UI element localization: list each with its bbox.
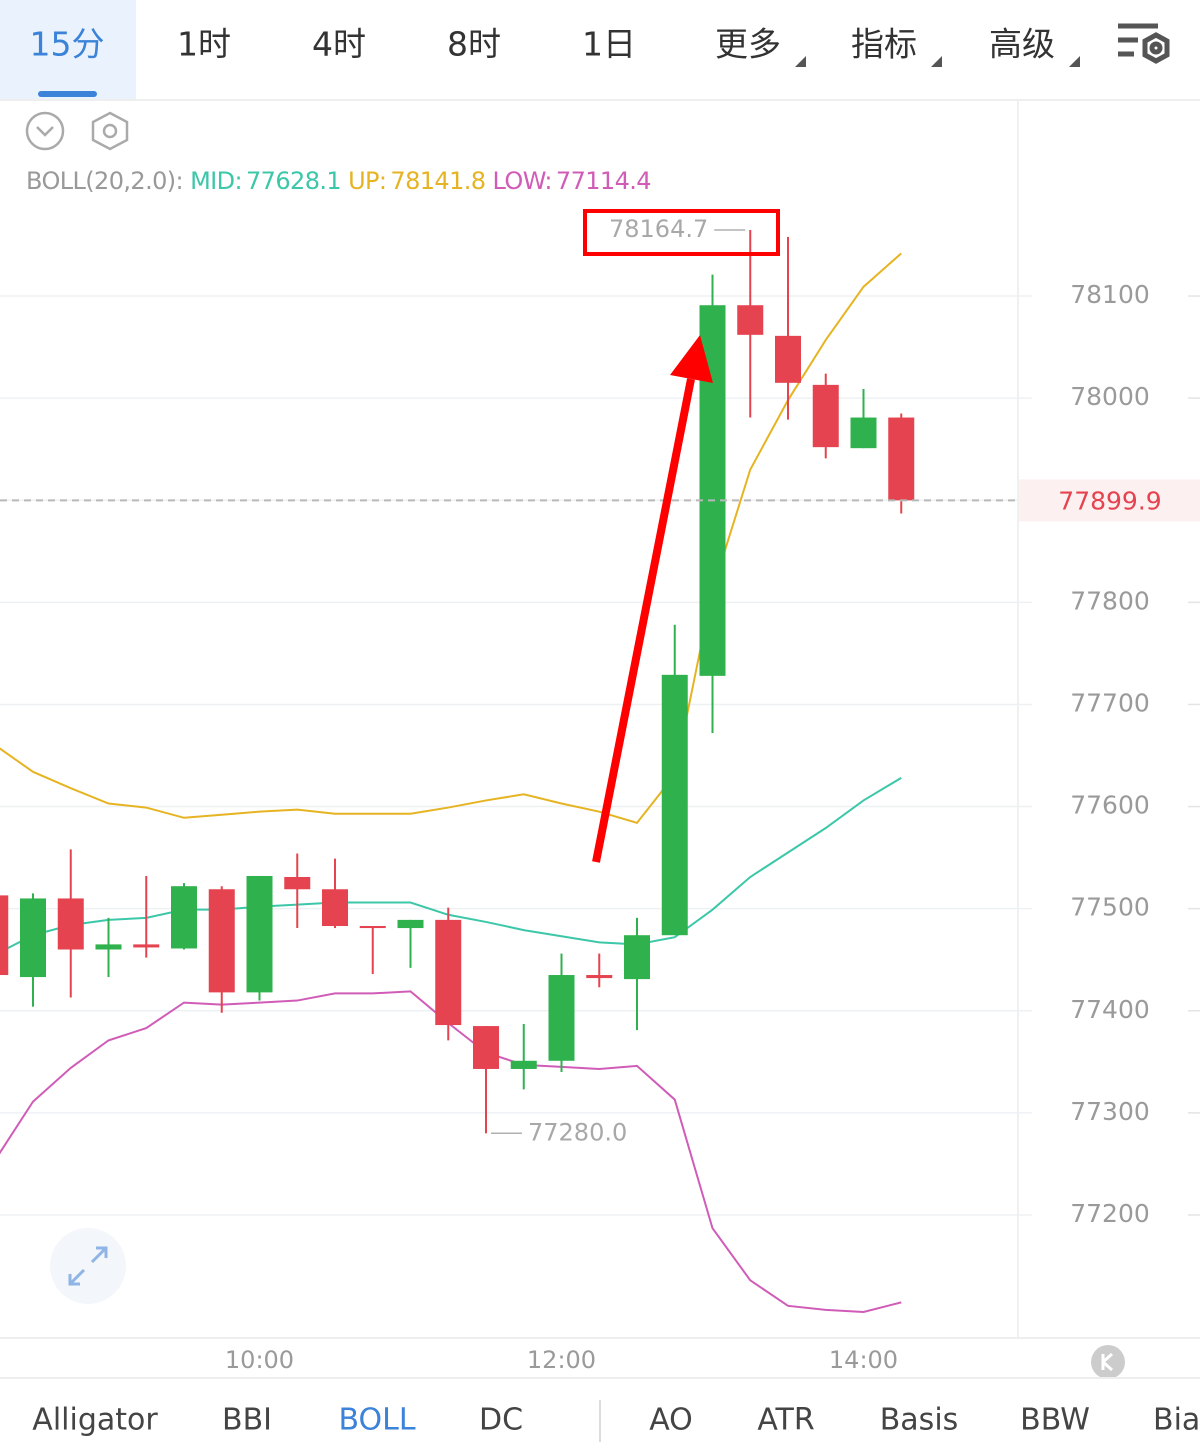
kline-icon[interactable] <box>1091 1345 1125 1379</box>
candle-body <box>473 1026 499 1069</box>
dropdown-marker <box>1069 56 1080 67</box>
tab[interactable]: 15分 <box>30 25 105 64</box>
candle-body <box>171 886 197 949</box>
candle-body <box>284 877 311 890</box>
indicator-legend: BOLL(20,2.0): MID: 77628.1 UP: 78141.8 LOW… <box>26 167 651 195</box>
y-tick-label: 78000 <box>1070 382 1150 411</box>
candle-body <box>812 384 839 448</box>
candle-body <box>850 417 877 449</box>
indicator-tab[interactable]: AO <box>649 1403 693 1438</box>
candle-body <box>624 935 650 980</box>
x-tick-label: 10:00 <box>225 1346 294 1374</box>
indicator-tab[interactable]: Alligator <box>32 1403 158 1438</box>
candle-body <box>737 305 764 335</box>
active-tab-bg <box>0 0 136 100</box>
dropdown-marker <box>795 56 806 67</box>
candle-body <box>20 898 46 978</box>
dropdown-marker <box>931 56 942 67</box>
candle-body <box>0 895 9 976</box>
indicator-line <box>0 252 902 825</box>
legend-label: UP: <box>348 167 386 195</box>
tab[interactable]: 1时 <box>177 25 231 64</box>
y-tick-label: 77800 <box>1070 586 1150 615</box>
active-tab-underline <box>38 91 97 97</box>
candle-body <box>246 875 273 993</box>
indicator-line <box>0 990 902 1313</box>
tab[interactable]: 指标 <box>851 25 917 64</box>
candle-body <box>208 889 235 993</box>
candle-body <box>397 919 424 929</box>
y-tick-label: 77200 <box>1070 1199 1150 1228</box>
arrow-head <box>670 335 713 383</box>
y-tick-label: 77700 <box>1070 688 1150 717</box>
candle-body <box>586 975 613 979</box>
expand-icon[interactable] <box>50 1228 126 1304</box>
highlight-box <box>583 209 780 256</box>
collapse-icon[interactable] <box>25 111 65 151</box>
extreme-label: 78164.7 <box>609 215 708 243</box>
indicator-tab[interactable]: BOLL <box>338 1403 415 1438</box>
candle-body <box>359 926 386 929</box>
last-price-label: 77899.9 <box>1058 486 1161 515</box>
extreme-label: 77280.0 <box>528 1118 627 1146</box>
legend-value: 78141.8 <box>390 167 485 195</box>
y-tick-label: 78100 <box>1070 280 1150 309</box>
tab[interactable]: 高级 <box>989 25 1055 64</box>
y-tick-label: 77600 <box>1070 791 1150 820</box>
legend-label: LOW: <box>493 167 552 195</box>
x-tick-label: 14:00 <box>829 1346 898 1374</box>
indicator-tab[interactable]: BBW <box>1020 1403 1090 1438</box>
y-tick-label: 77500 <box>1070 893 1150 922</box>
y-tick-label: 77400 <box>1070 995 1150 1024</box>
legend-label: MID: <box>190 167 242 195</box>
legend-value: 77628.1 <box>246 167 341 195</box>
settings-hex-icon[interactable] <box>91 111 129 151</box>
legend-value: 77114.4 <box>556 167 651 195</box>
candle-body <box>548 975 575 1061</box>
indicator-tab[interactable]: ATR <box>757 1403 814 1438</box>
candle-body <box>95 944 122 950</box>
candle-body <box>322 889 348 927</box>
last-price-bg <box>1019 479 1200 522</box>
candle-body <box>775 335 801 383</box>
indicator-tab[interactable]: Bias <box>1153 1403 1200 1438</box>
indicator-name: BOLL(20,2.0): <box>26 167 183 195</box>
candle-body <box>888 417 915 501</box>
candle-body <box>57 898 84 950</box>
tab[interactable]: 8时 <box>447 25 501 64</box>
indicator-tab[interactable]: Basis <box>880 1403 959 1438</box>
candle-body <box>661 674 688 936</box>
tab[interactable]: 更多 <box>715 25 781 64</box>
indicator-tab[interactable]: BBI <box>222 1403 272 1438</box>
candle-body <box>510 1060 537 1069</box>
tab[interactable]: 4时 <box>312 25 366 64</box>
indicator-tab[interactable]: DC <box>479 1403 523 1438</box>
settings-icon[interactable] <box>1118 23 1170 64</box>
x-tick-label: 12:00 <box>527 1346 596 1374</box>
tab[interactable]: 1日 <box>582 25 636 64</box>
arrow-shaft <box>592 378 695 863</box>
y-tick-label: 77300 <box>1070 1097 1150 1126</box>
candle-body <box>435 919 462 1026</box>
candle-body <box>133 944 160 948</box>
